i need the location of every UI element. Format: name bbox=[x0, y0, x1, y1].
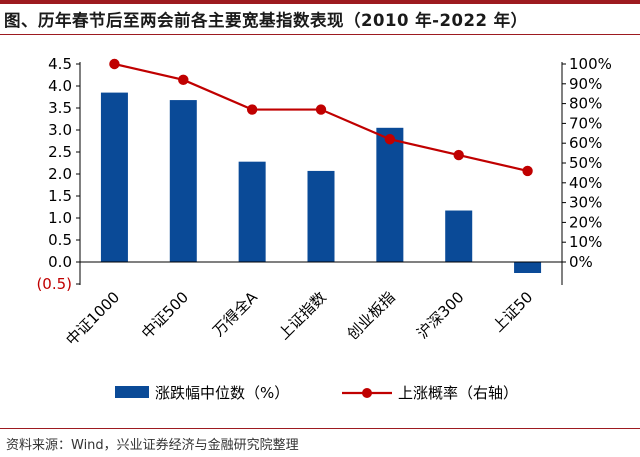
left-tick-label: 0.5 bbox=[48, 231, 72, 249]
left-tick-label: 4.5 bbox=[48, 55, 72, 73]
legend: 涨跌幅中位数（%） 上涨概率（右轴） bbox=[115, 384, 518, 402]
right-tick-label: 30% bbox=[569, 194, 602, 212]
right-tick-label: 80% bbox=[569, 95, 602, 113]
right-tick-label: 0% bbox=[569, 253, 593, 271]
right-tick-label: 50% bbox=[569, 154, 602, 172]
legend-bar-swatch bbox=[115, 386, 149, 398]
line-series-group bbox=[109, 58, 533, 177]
left-tick-label: 2.5 bbox=[48, 143, 72, 161]
x-tick-label: 上证50 bbox=[489, 288, 536, 335]
left-tick-label: 1.0 bbox=[48, 209, 72, 227]
bar-2 bbox=[238, 161, 266, 262]
right-axis-ticks: 0% 10% 20%30% 40% 50% 60% 70%80% 90% 100% bbox=[562, 55, 612, 271]
chart-title: 图、历年春节后至两会前各主要宽基指数表现（2010 年-2022 年） bbox=[4, 11, 528, 30]
title-underline bbox=[0, 34, 640, 35]
x-tick-label: 沪深300 bbox=[413, 288, 467, 342]
left-tick-label: 0.0 bbox=[48, 253, 72, 271]
title-top-rule bbox=[0, 0, 640, 4]
right-tick-label: 90% bbox=[569, 75, 602, 93]
line-point-0 bbox=[109, 58, 120, 70]
left-tick-label: (0.5) bbox=[36, 275, 72, 293]
legend-bar-label: 涨跌幅中位数（%） bbox=[155, 384, 289, 402]
left-tick-label: 3.0 bbox=[48, 121, 72, 139]
bar-1 bbox=[169, 100, 197, 262]
line-point-4 bbox=[384, 134, 396, 145]
bar-4 bbox=[376, 127, 404, 262]
x-tick-label: 万得全A bbox=[209, 288, 261, 340]
line-point-1 bbox=[178, 74, 189, 86]
left-axis-ticks: (0.5) 0.0 0.5 1.0 1.5 2.0 2.5 3.0 3.5 4.0 4.5 bbox=[36, 55, 80, 293]
right-tick-label: 40% bbox=[569, 174, 602, 192]
bar-6 bbox=[514, 262, 542, 273]
line-point-6 bbox=[522, 165, 533, 177]
left-tick-label: 1.5 bbox=[48, 187, 72, 205]
bar-0 bbox=[100, 92, 128, 262]
left-tick-label: 4.0 bbox=[48, 77, 72, 95]
x-tick-label: 上证指数 bbox=[275, 288, 330, 343]
right-tick-label: 60% bbox=[569, 134, 602, 152]
legend-line-label: 上涨概率（右轴） bbox=[398, 384, 518, 402]
x-axis-labels: 中证1000 中证500 万得全A 上证指数 创业板指 沪深300 上证50 bbox=[62, 288, 536, 349]
right-tick-label: 70% bbox=[569, 114, 602, 132]
bars-group bbox=[100, 92, 542, 273]
right-tick-label: 10% bbox=[569, 233, 602, 251]
line-point-3 bbox=[315, 104, 327, 115]
right-tick-label: 100% bbox=[569, 55, 612, 73]
x-tick-label: 中证1000 bbox=[62, 288, 123, 349]
left-tick-label: 2.0 bbox=[48, 165, 72, 183]
legend-line-marker bbox=[362, 388, 372, 398]
bar-3 bbox=[307, 170, 335, 262]
left-tick-label: 3.5 bbox=[48, 99, 72, 117]
x-tick-label: 创业板指 bbox=[344, 288, 399, 343]
right-tick-label: 20% bbox=[569, 213, 602, 231]
source-note: 资料来源：Wind，兴业证券经济与金融研究院整理 bbox=[6, 438, 299, 453]
line-point-2 bbox=[246, 104, 258, 115]
source-rule bbox=[0, 428, 640, 429]
line-point-5 bbox=[453, 149, 464, 161]
bar-5 bbox=[445, 210, 473, 262]
x-tick-label: 中证500 bbox=[138, 288, 192, 342]
